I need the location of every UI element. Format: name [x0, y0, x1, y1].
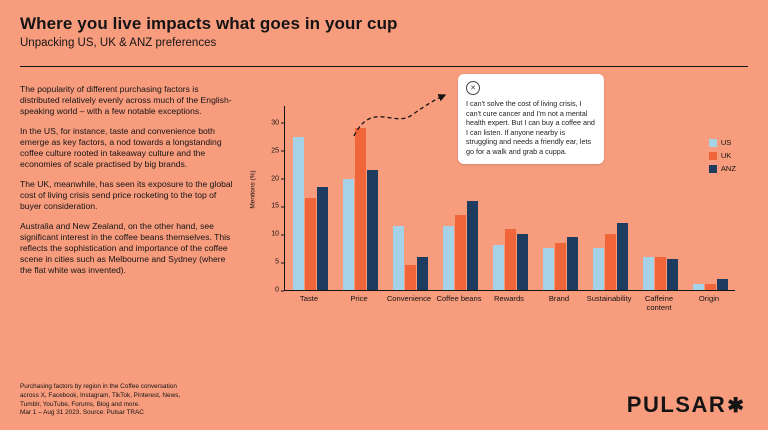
bar-uk-price: [354, 128, 366, 290]
chart-legend: US UK ANZ: [708, 138, 736, 173]
bar-us-convenience: [392, 225, 404, 290]
bar-us-caffeine-content: [642, 256, 654, 290]
bar-group-convenience: [385, 106, 435, 290]
bar-group-rewards: [485, 106, 535, 290]
bar-anz-taste: [316, 186, 328, 290]
x-label-origin: Origin: [698, 294, 720, 303]
paragraph: The popularity of different purchasing f…: [20, 84, 232, 116]
y-tick-0: 0: [257, 287, 284, 294]
x-label-sustainability: Sustainability: [586, 294, 632, 303]
source-note: Purchasing factors by region in the Coff…: [20, 383, 181, 417]
y-tick-10: 10: [257, 231, 284, 238]
bar-group-price: [335, 106, 385, 290]
legend-swatch-anz: [708, 164, 717, 173]
bar-chart: Mentions (%) 0 5 10 15 20 25 30 Taste Price Conv…: [248, 100, 740, 325]
legend-label-us: US: [720, 138, 732, 147]
legend-label-anz: ANZ: [720, 164, 736, 173]
y-axis-title: Mentions (%): [249, 170, 257, 209]
bar-anz-caffeine-content: [666, 259, 678, 290]
x-social-icon: ✕: [466, 81, 480, 95]
bar-uk-convenience: [404, 264, 416, 290]
x-axis-labels: Taste Price Convenience Coffee beans Rewards…: [284, 294, 734, 312]
paragraph: The UK, meanwhile, has seen its exposure…: [20, 179, 233, 211]
page-title: Where you live impacts what goes in your…: [20, 14, 398, 33]
bar-group-coffee-beans: [435, 106, 485, 290]
chart-plot: 0 5 10 15 20 25 30: [271, 106, 735, 294]
y-tick-15: 15: [257, 203, 284, 210]
logo-asterisk-icon: ✱: [727, 394, 744, 417]
bar-us-origin: [692, 284, 704, 290]
bar-group-brand: [535, 106, 585, 290]
x-label-taste: Taste: [299, 294, 319, 303]
body-copy: The popularity of different purchasing f…: [20, 84, 234, 285]
x-label-convenience: Convenience: [386, 294, 432, 303]
bar-uk-sustainability: [604, 234, 616, 290]
bar-uk-rewards: [504, 228, 516, 290]
header: Where you live impacts what goes in your…: [20, 14, 748, 49]
y-tick-20: 20: [257, 175, 284, 182]
legend-item-anz: ANZ: [708, 164, 736, 173]
page-subtitle: Unpacking US, UK & ANZ preferences: [20, 37, 217, 49]
legend-swatch-us: [708, 138, 717, 147]
bar-uk-taste: [304, 198, 316, 290]
callout-arrow: [353, 94, 447, 137]
bar-us-price: [342, 178, 354, 290]
bar-group-origin: [685, 106, 735, 290]
x-label-brand: Brand: [548, 294, 570, 303]
header-divider: [20, 66, 748, 67]
x-label-rewards: Rewards: [494, 294, 524, 303]
logo-text: PULSAR: [626, 392, 727, 417]
bar-group-taste: [285, 106, 335, 290]
bar-anz-price: [366, 170, 378, 290]
bar-anz-coffee-beans: [466, 200, 478, 290]
pulsar-logo: PULSAR ✱: [627, 392, 744, 418]
legend-item-uk: UK: [708, 151, 736, 160]
x-label-price: Price: [350, 294, 368, 303]
y-tick-30: 30: [257, 119, 284, 126]
bar-anz-rewards: [516, 234, 528, 290]
bar-group-caffeine-content: [635, 106, 685, 290]
bar-us-sustainability: [592, 248, 604, 290]
bar-uk-origin: [704, 284, 716, 290]
quote-callout: ✕ I can't solve the cost of living crisi…: [458, 74, 604, 164]
bar-uk-brand: [554, 242, 566, 290]
paragraph: In the US, for instance, taste and conve…: [20, 126, 222, 169]
bar-anz-sustainability: [616, 223, 628, 290]
bar-group-sustainability: [585, 106, 635, 290]
paragraph: Australia and New Zealand, on the other …: [20, 221, 231, 275]
bar-uk-coffee-beans: [454, 214, 466, 290]
quote-text: I can't solve the cost of living crisis,…: [466, 99, 595, 156]
legend-label-uk: UK: [720, 151, 732, 160]
x-label-coffee-beans: Coffee beans: [436, 294, 482, 303]
y-tick-25: 25: [257, 147, 284, 154]
bar-us-coffee-beans: [442, 225, 454, 290]
legend-item-us: US: [708, 138, 736, 147]
y-tick-5: 5: [257, 259, 284, 266]
bar-uk-caffeine-content: [654, 256, 666, 290]
legend-swatch-uk: [708, 151, 717, 160]
bar-anz-convenience: [416, 256, 428, 290]
bar-us-taste: [292, 136, 304, 290]
x-label-caffeine-content: Caffeine content: [644, 294, 674, 312]
bar-us-rewards: [492, 245, 504, 290]
bar-anz-brand: [566, 237, 578, 290]
bar-us-brand: [542, 248, 554, 290]
bar-anz-origin: [716, 278, 728, 290]
